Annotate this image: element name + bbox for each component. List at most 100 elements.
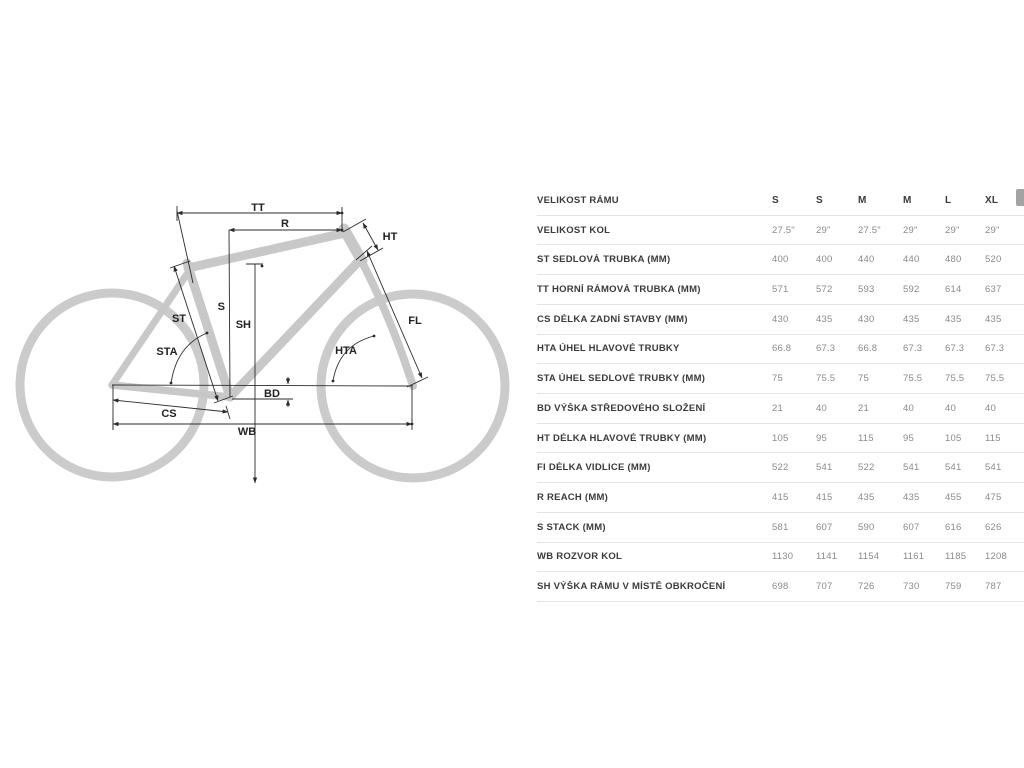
table-row-1: ST SEDLOVÁ TRUBKA (MM) 400 400 440 440 480 520 xyxy=(537,245,1024,276)
geometry-table: VELIKOST RÁMU S S M M L XL VELIKOST KOL 27.5" 29"… xyxy=(537,186,1024,603)
frame-tubes xyxy=(108,223,417,402)
cell-value: 29" xyxy=(945,224,960,236)
cell-value: 440 xyxy=(903,254,920,266)
label-bd: BD xyxy=(264,388,280,400)
chain-stay xyxy=(108,381,234,401)
cell-value: 1161 xyxy=(903,551,925,563)
cell-value: 75.5 xyxy=(945,373,965,385)
cell-value: 1141 xyxy=(816,551,838,563)
table-row-4: HTA ÚHEL HLAVOVÉ TRUBKY 66.8 67.3 66.8 67.3 6… xyxy=(537,335,1024,365)
cell-value: 40 xyxy=(985,402,996,414)
cell-value: 541 xyxy=(945,462,962,474)
seat-stay xyxy=(108,267,193,389)
cell-value: 520 xyxy=(985,254,1002,266)
cell-value: 400 xyxy=(772,254,789,266)
edge-clipped-button[interactable] xyxy=(1016,189,1024,206)
cell-value: 541 xyxy=(816,462,833,474)
cell-value: 637 xyxy=(985,284,1002,296)
cell-value: 67.3 xyxy=(945,343,965,355)
label-sta: STA xyxy=(156,346,177,358)
cell-value: 541 xyxy=(985,462,1002,474)
label-fl: FL xyxy=(408,315,422,327)
cell-value: 21 xyxy=(772,402,783,414)
table-row-2: TT HORNÍ RÁMOVÁ TRUBKA (MM) 571 572 593 592 6… xyxy=(537,275,1024,305)
dimension-lines xyxy=(111,206,429,484)
down-tube xyxy=(225,256,364,402)
cell-value: 435 xyxy=(985,313,1002,325)
cell-value: 75.5 xyxy=(816,373,836,385)
cell-value: 435 xyxy=(903,313,920,325)
cell-value: 105 xyxy=(945,432,962,444)
cell-value: 541 xyxy=(903,462,920,474)
row-label: BD VÝŠKA STŘEDOVÉHO SLOŽENÍ xyxy=(537,402,706,414)
table-row-3: CS DÉLKA ZADNÍ STAVBY (MM) 430 435 430 435 43… xyxy=(537,305,1024,335)
cell-value: 475 xyxy=(985,492,1002,504)
cell-value: 430 xyxy=(858,313,875,325)
row-label: WB ROZVOR KOL xyxy=(537,551,623,563)
cell-value: 400 xyxy=(816,254,833,266)
table-row-7: HT DÉLKA HLAVOVÉ TRUBKY (MM) 105 95 115 95 10… xyxy=(537,424,1024,454)
cell-value: 572 xyxy=(816,284,833,296)
label-r: R xyxy=(281,218,289,230)
cell-value: 707 xyxy=(816,581,833,593)
cell-value: 75 xyxy=(858,373,869,385)
row-label: FI DÉLKA VIDLICE (MM) xyxy=(537,462,651,474)
cell-value: 75.5 xyxy=(985,373,1005,385)
label-hta: HTA xyxy=(335,345,357,357)
cell-value: 67.3 xyxy=(903,343,923,355)
row-label: TT HORNÍ RÁMOVÁ TRUBKA (MM) xyxy=(537,284,701,296)
cell-value: 522 xyxy=(858,462,875,474)
label-cs: CS xyxy=(161,408,176,420)
cell-value: 593 xyxy=(858,284,875,296)
label-tt: TT xyxy=(251,202,265,214)
cell-value: 95 xyxy=(903,432,914,444)
label-s: S xyxy=(218,301,225,313)
table-row-5: STA ÚHEL SEDLOVÉ TRUBKY (MM) 75 75.5 75 75.5… xyxy=(537,364,1024,395)
table-header-label: VELIKOST RÁMU xyxy=(537,194,619,206)
table-row-12: SH VÝŠKA RÁMU V MÍSTĚ OBKROČENÍ 698 707 726… xyxy=(537,572,1024,603)
cell-value: 40 xyxy=(903,402,914,414)
cell-value: 726 xyxy=(858,581,875,593)
cell-value: 105 xyxy=(772,432,789,444)
cell-value: 590 xyxy=(858,521,875,533)
cell-value: 1154 xyxy=(858,551,880,563)
label-wb: WB xyxy=(238,426,256,438)
cell-value: 626 xyxy=(985,521,1002,533)
cell-value: 435 xyxy=(858,492,875,504)
cell-value: 415 xyxy=(816,492,833,504)
cell-value: 66.8 xyxy=(858,343,878,355)
cell-value: 40 xyxy=(816,402,827,414)
seat-tube xyxy=(182,258,235,402)
cell-value: 66.8 xyxy=(772,343,792,355)
size-column-header: L xyxy=(945,194,952,206)
cell-value: 430 xyxy=(772,313,789,325)
cell-value: 1208 xyxy=(985,551,1007,563)
label-sh: SH xyxy=(236,319,251,331)
cell-value: 522 xyxy=(772,462,789,474)
row-label: CS DÉLKA ZADNÍ STAVBY (MM) xyxy=(537,313,688,325)
cell-value: 614 xyxy=(945,284,962,296)
table-row-9: R REACH (MM) 415 415 435 435 455 475 xyxy=(537,483,1024,513)
top-tube xyxy=(183,228,350,273)
cell-value: 571 xyxy=(772,284,789,296)
table-row-6: BD VÝŠKA STŘEDOVÉHO SLOŽENÍ 21 40 21 40 40 40 xyxy=(537,394,1024,424)
cell-value: 616 xyxy=(945,521,962,533)
cell-value: 67.3 xyxy=(985,343,1005,355)
table-header-row: VELIKOST RÁMU S S M M L XL xyxy=(537,186,1024,216)
cell-value: 29" xyxy=(903,224,918,236)
table-row-11: WB ROZVOR KOL 1130 1141 1154 1161 1185 1208 xyxy=(537,543,1024,573)
cell-value: 698 xyxy=(772,581,789,593)
cell-value: 435 xyxy=(903,492,920,504)
cell-value: 759 xyxy=(945,581,962,593)
label-st: ST xyxy=(172,313,186,325)
size-column-header: M xyxy=(903,194,912,206)
cell-value: 607 xyxy=(816,521,833,533)
table-row-8: FI DÉLKA VIDLICE (MM) 522 541 522 541 541 541 xyxy=(537,453,1024,484)
cell-value: 115 xyxy=(858,432,874,444)
cell-value: 440 xyxy=(858,254,875,266)
cell-value: 1130 xyxy=(772,551,794,563)
cell-value: 75.5 xyxy=(903,373,923,385)
cell-value: 27.5" xyxy=(858,224,881,236)
cell-value: 592 xyxy=(903,284,920,296)
row-label: STA ÚHEL SEDLOVÉ TRUBKY (MM) xyxy=(537,373,706,385)
